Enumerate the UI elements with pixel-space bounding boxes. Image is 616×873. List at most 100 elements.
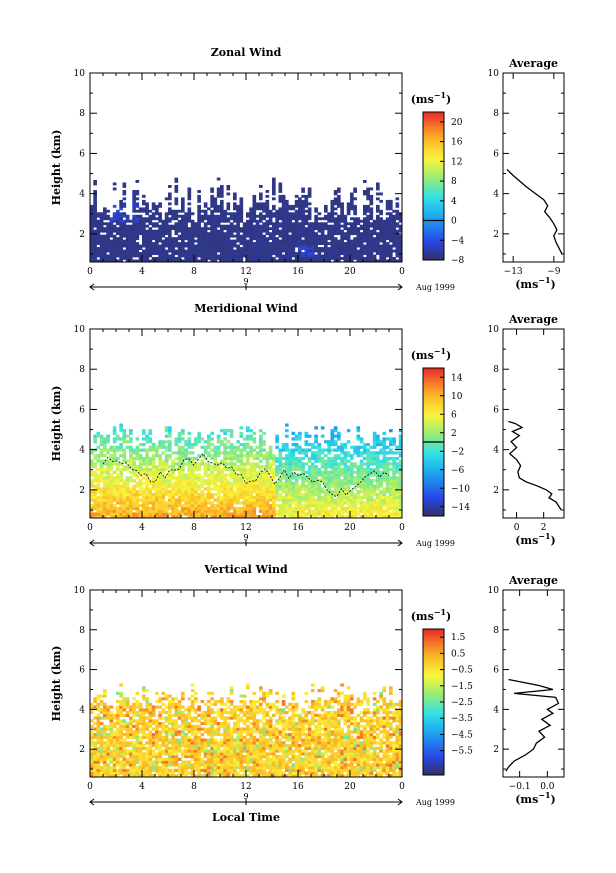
heatmap-cell (246, 214, 250, 218)
heatmap-cell (272, 459, 276, 463)
heatmap-cell (229, 252, 234, 255)
heatmap-cell (356, 501, 361, 505)
heatmap-cell (151, 445, 156, 449)
heatmap-cell (220, 440, 224, 444)
heatmap-cell (294, 448, 299, 452)
heatmap-cell (138, 207, 143, 211)
heatmap-cell (366, 190, 370, 193)
heatmap-cell (229, 217, 234, 221)
heatmap-cell (158, 468, 162, 472)
heatmap-cell (398, 224, 403, 228)
heatmap-cell (330, 448, 335, 452)
heatmap-cell (327, 217, 331, 221)
vertical-cells (90, 683, 403, 778)
heatmap-cell (106, 440, 110, 444)
heatmap-cell (125, 227, 130, 231)
heatmap-cell (363, 257, 367, 260)
heatmap-cell (379, 217, 383, 221)
heatmap-cell (197, 515, 201, 519)
heatmap-cell (194, 490, 198, 494)
heatmap-cell (301, 504, 305, 508)
heatmap-cell (288, 476, 292, 480)
heatmap-cell (194, 232, 198, 236)
heatmap-cell (103, 244, 107, 248)
heatmap-cell (395, 259, 400, 263)
heatmap-cell (311, 498, 315, 502)
heatmap-cell (265, 479, 270, 483)
heatmap-cell (190, 445, 195, 449)
x-tick-label: 16 (292, 267, 304, 277)
heatmap-cell (106, 495, 110, 499)
heatmap-cell (268, 490, 273, 494)
heatmap-cell (324, 222, 328, 226)
heatmap-cell (268, 454, 273, 458)
heatmap-cell (116, 247, 120, 250)
heatmap-cell (392, 219, 396, 223)
heatmap-cell (181, 454, 185, 458)
heatmap-cell (213, 244, 218, 248)
heatmap-cell (314, 214, 318, 218)
colorbar-segment (423, 153, 444, 157)
heatmap-cell (93, 752, 97, 756)
heatmap-cell (177, 468, 182, 472)
colorbar-segment (423, 255, 444, 259)
heatmap-cell (187, 490, 192, 494)
heatmap-cell (93, 498, 97, 502)
heatmap-cell (207, 234, 211, 238)
heatmap-cell (135, 232, 140, 236)
heatmap-cell (174, 229, 179, 233)
heatmap-cell (314, 473, 318, 477)
heatmap-cell (233, 234, 237, 238)
heatmap-cell (285, 237, 289, 241)
heatmap-cell (307, 465, 312, 469)
heatmap-cell (90, 771, 94, 775)
heatmap-cell (190, 506, 195, 511)
heatmap-cell (106, 257, 110, 260)
heatmap-cell (233, 239, 237, 243)
heatmap-cell (398, 459, 403, 463)
heatmap-cell (343, 498, 348, 502)
heatmap-cell (112, 239, 117, 243)
heatmap-cell (363, 212, 367, 216)
heatmap-cell (122, 202, 127, 206)
heatmap-cell (327, 259, 331, 263)
colorbar-unit-close: ) (446, 349, 451, 362)
heatmap-cell (389, 249, 393, 253)
heatmap-cell (190, 259, 195, 263)
colorbar-tick-label: −6 (451, 466, 465, 476)
heatmap-cell (90, 239, 94, 243)
heatmap-cell (395, 493, 400, 497)
heatmap-cell (340, 237, 344, 241)
heatmap-cell (376, 459, 380, 463)
heatmap-cell (304, 434, 309, 438)
heatmap-cell (216, 234, 221, 238)
heatmap-cell (132, 224, 136, 228)
heatmap-cell (392, 476, 396, 480)
heatmap-cell (307, 479, 312, 483)
heatmap-cell (337, 202, 341, 206)
heatmap-cell (194, 487, 198, 491)
heatmap-cell (359, 506, 364, 511)
heatmap-cell (398, 454, 403, 458)
heatmap-cell (259, 445, 263, 449)
heatmap-cell (314, 501, 318, 505)
heatmap-cell (223, 473, 227, 477)
heatmap-cell (161, 440, 166, 444)
heatmap-cell (103, 247, 107, 250)
heatmap-cell (259, 434, 263, 438)
heatmap-cell (194, 456, 198, 461)
heatmap-cell (255, 515, 260, 519)
heatmap-cell (93, 249, 97, 253)
heatmap-cell (392, 515, 396, 519)
heatmap-cell (327, 487, 331, 491)
meridional-title: Meridional Wind (194, 302, 298, 315)
heatmap-cell (278, 249, 283, 253)
heatmap-cell (220, 504, 224, 508)
heatmap-cell (145, 437, 149, 441)
heatmap-cell (187, 257, 192, 260)
heatmap-cell (333, 224, 338, 228)
heatmap-cell (129, 234, 133, 238)
heatmap-cell (93, 207, 97, 211)
heatmap-cell (298, 459, 302, 463)
heatmap-cell (177, 448, 182, 452)
